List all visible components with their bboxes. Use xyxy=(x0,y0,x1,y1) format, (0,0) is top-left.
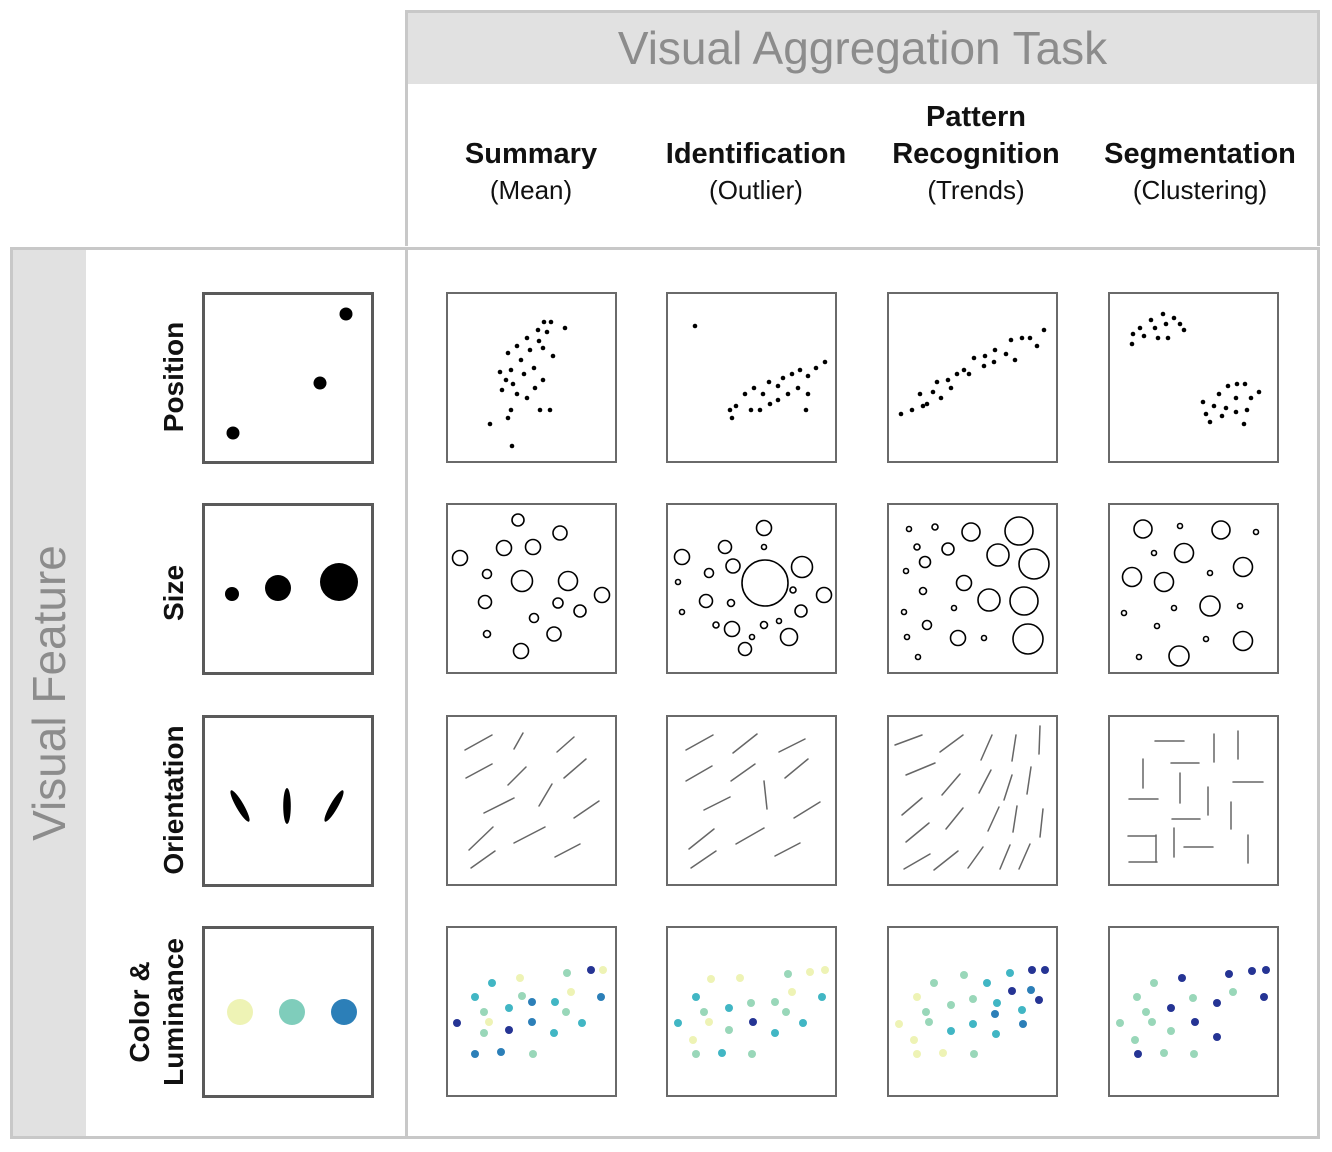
task-pattern-title-line2: Recognition xyxy=(892,138,1060,170)
key-swatch-dark xyxy=(331,999,357,1025)
task-pattern-header: Pattern Recognition (Trends) xyxy=(861,99,1091,207)
key-dot xyxy=(313,376,327,390)
key-dot xyxy=(226,426,240,440)
key-ellipse-left xyxy=(230,790,250,822)
task-summary-subtitle: (Mean) xyxy=(489,175,573,205)
cell-orientation-summary xyxy=(446,715,617,886)
key-dot xyxy=(339,307,353,321)
key-orientation xyxy=(202,715,374,887)
cell-color-pattern xyxy=(887,926,1058,1097)
key-ellipse-right xyxy=(324,790,344,822)
cell-position-pattern xyxy=(887,292,1058,463)
task-header-frame xyxy=(405,10,1320,246)
task-segmentation-header: Segmentation (Clustering) xyxy=(1085,136,1315,207)
task-identification-title: Identification xyxy=(665,138,847,170)
task-pattern-title-line1: Pattern xyxy=(926,101,1026,133)
key-size xyxy=(202,503,374,675)
cell-orientation-identification xyxy=(666,715,837,886)
task-header-title: Visual Aggregation Task xyxy=(617,22,1108,74)
cell-position-identification xyxy=(666,292,837,463)
feature-frame xyxy=(10,247,407,1139)
cell-color-summary xyxy=(446,926,617,1097)
task-segmentation-subtitle: (Clustering) xyxy=(1132,175,1268,205)
key-swatch-mid xyxy=(279,999,305,1025)
cell-color-segmentation xyxy=(1108,926,1279,1097)
feature-band xyxy=(13,250,86,1136)
task-identification-subtitle: (Outlier) xyxy=(709,175,803,205)
cell-size-segmentation xyxy=(1108,503,1279,674)
task-identification-header: Identification (Outlier) xyxy=(641,136,871,207)
key-swatch-light xyxy=(227,999,253,1025)
matrix-frame xyxy=(405,247,1320,1139)
cell-orientation-segmentation xyxy=(1108,715,1279,886)
cell-position-segmentation xyxy=(1108,292,1279,463)
cell-position-summary xyxy=(446,292,617,463)
key-position xyxy=(202,292,374,464)
key-color xyxy=(202,926,374,1098)
task-segmentation-title: Segmentation xyxy=(1104,138,1296,170)
key-dot-medium xyxy=(265,575,291,601)
cell-size-identification xyxy=(666,503,837,674)
cell-size-summary xyxy=(446,503,617,674)
task-pattern-subtitle: (Trends) xyxy=(927,175,1025,205)
key-dot-large xyxy=(320,563,358,601)
key-dot-small xyxy=(225,587,239,601)
cell-color-identification xyxy=(666,926,837,1097)
key-ellipse-center xyxy=(283,788,291,824)
cell-orientation-pattern xyxy=(887,715,1058,886)
task-summary-title: Summary xyxy=(464,138,598,170)
cell-size-pattern xyxy=(887,503,1058,674)
task-summary-header: Summary (Mean) xyxy=(416,136,646,207)
task-header-band xyxy=(408,13,1317,84)
